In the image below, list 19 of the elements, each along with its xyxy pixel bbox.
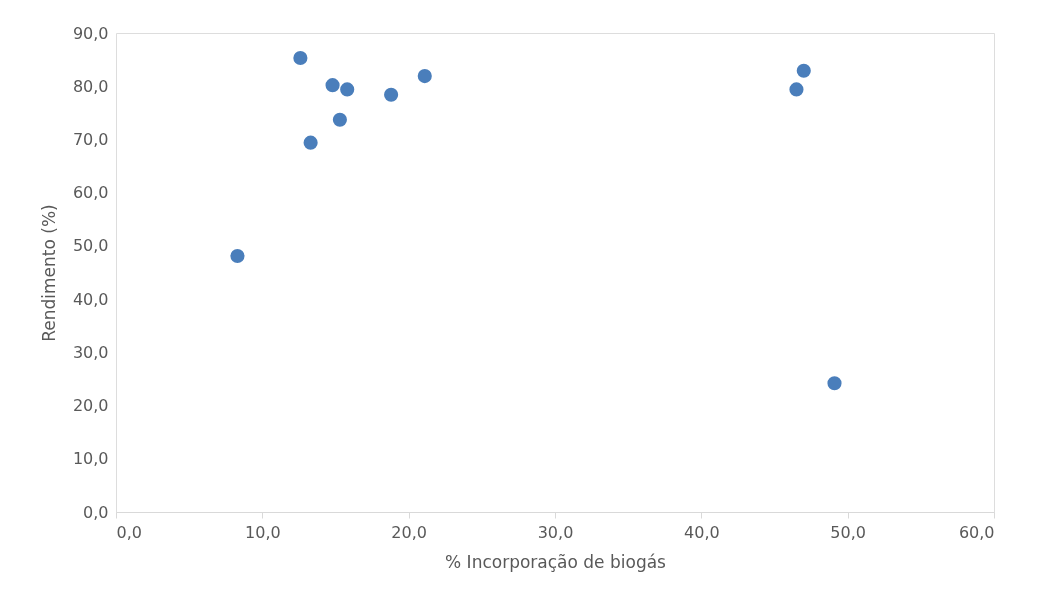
x-tick-label: 40,0 [684, 522, 720, 542]
x-tick-label: 20,0 [391, 522, 427, 542]
x-tick-label: 0,0 [116, 522, 142, 542]
y-tick-label: 10,0 [72, 449, 109, 469]
x-tick-label: 30,0 [537, 522, 574, 542]
y-tick-label: 70,0 [72, 129, 109, 149]
y-tick-label: 80,0 [72, 76, 109, 96]
y-tick-label: 40,0 [72, 289, 109, 309]
x-tick-label: 10,0 [245, 522, 281, 542]
y-tick-label: 0,0 [83, 502, 109, 522]
y-tick-label: 90,0 [72, 23, 109, 43]
y-tick-label: 20,0 [72, 396, 109, 416]
y-axis-title: Rendimento (%) [38, 204, 59, 342]
y-tick-label: 60,0 [72, 183, 109, 203]
y-tick-label: 30,0 [72, 342, 109, 362]
x-tick-label: 60,0 [958, 522, 995, 542]
x-axis-title: % Incorporação de biogás [445, 551, 667, 572]
x-tick-label: 50,0 [830, 522, 866, 542]
y-tick-label: 50,0 [72, 236, 109, 256]
